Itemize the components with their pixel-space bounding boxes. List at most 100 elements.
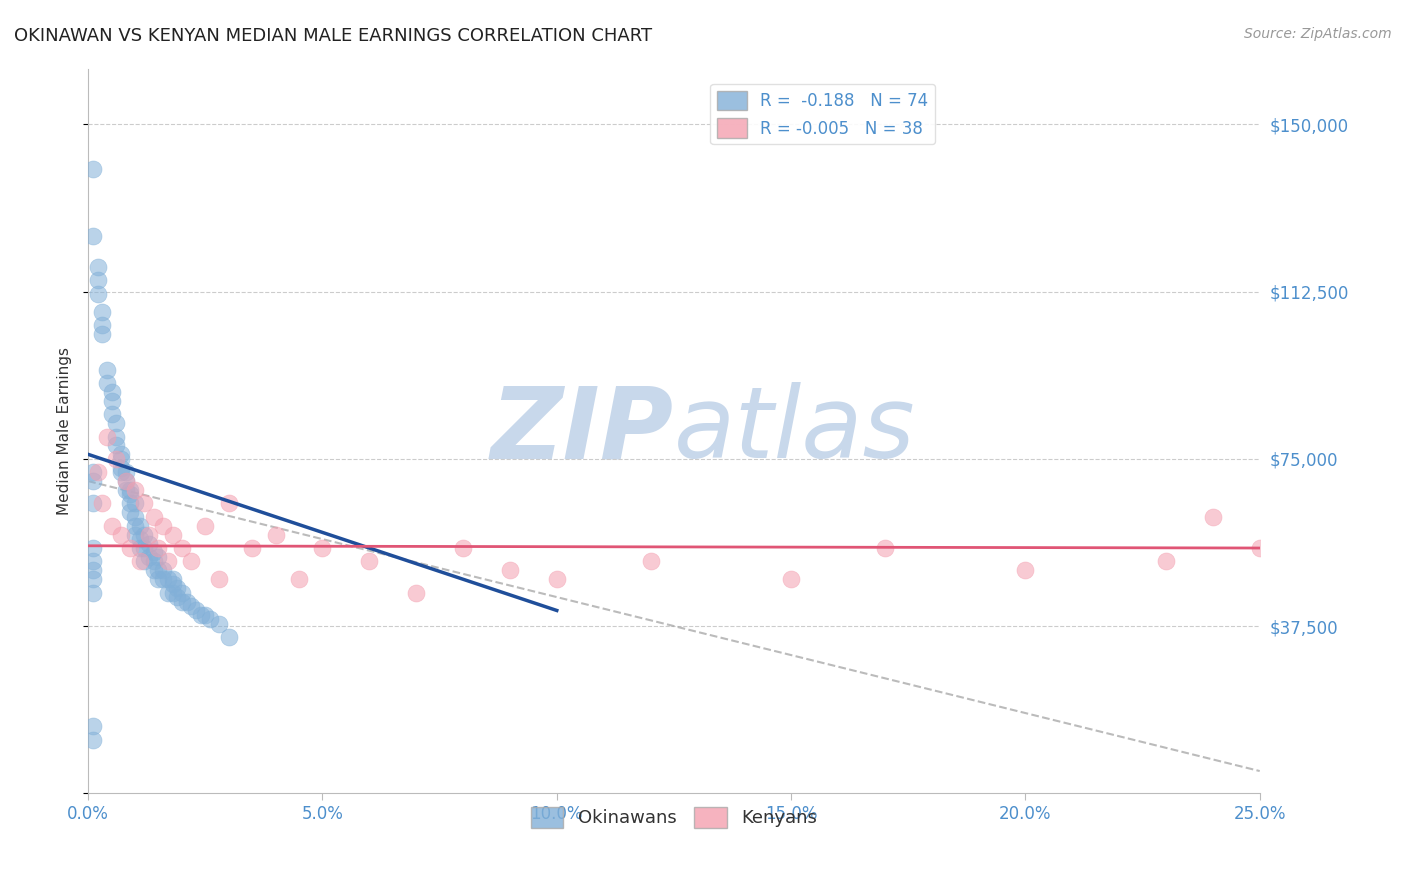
Point — [105, 429, 128, 443]
Point — [152, 518, 174, 533]
Point — [134, 496, 156, 510]
Point — [166, 590, 188, 604]
Point — [156, 572, 179, 586]
Point — [218, 630, 240, 644]
Point — [134, 541, 156, 555]
Text: OKINAWAN VS KENYAN MEDIAN MALE EARNINGS CORRELATION CHART: OKINAWAN VS KENYAN MEDIAN MALE EARNINGS … — [14, 27, 652, 45]
Legend: Okinawans, Kenyans: Okinawans, Kenyans — [523, 800, 824, 835]
Point — [134, 554, 156, 568]
Point — [82, 719, 104, 733]
Point — [82, 474, 104, 488]
Point — [82, 554, 104, 568]
Point — [176, 594, 198, 608]
Point — [86, 260, 108, 274]
Point — [128, 532, 150, 546]
Point — [86, 273, 108, 287]
Point — [170, 585, 193, 599]
Point — [180, 599, 202, 613]
Point — [82, 465, 104, 479]
Point — [180, 554, 202, 568]
Point — [138, 527, 160, 541]
Point — [114, 474, 136, 488]
Point — [162, 576, 184, 591]
Point — [114, 483, 136, 497]
Point — [124, 527, 146, 541]
Point — [170, 594, 193, 608]
Point — [91, 318, 114, 332]
Point — [156, 585, 179, 599]
Point — [288, 572, 311, 586]
Point — [124, 509, 146, 524]
Point — [148, 549, 170, 564]
Point — [120, 541, 142, 555]
Y-axis label: Median Male Earnings: Median Male Earnings — [58, 347, 72, 515]
Point — [405, 585, 427, 599]
Point — [142, 563, 165, 577]
Point — [82, 161, 104, 176]
Point — [162, 585, 184, 599]
Point — [780, 572, 803, 586]
Point — [120, 487, 142, 501]
Point — [162, 572, 184, 586]
Point — [128, 541, 150, 555]
Point — [142, 509, 165, 524]
Point — [114, 465, 136, 479]
Point — [82, 496, 104, 510]
Point — [148, 541, 170, 555]
Text: Source: ZipAtlas.com: Source: ZipAtlas.com — [1244, 27, 1392, 41]
Point — [264, 527, 287, 541]
Point — [873, 541, 896, 555]
Point — [142, 554, 165, 568]
Point — [128, 518, 150, 533]
Point — [86, 465, 108, 479]
Point — [240, 541, 263, 555]
Point — [100, 518, 122, 533]
Point — [148, 563, 170, 577]
Point — [82, 585, 104, 599]
Point — [359, 554, 381, 568]
Point — [100, 384, 122, 399]
Point — [208, 616, 231, 631]
Point — [124, 496, 146, 510]
Point — [96, 376, 118, 390]
Point — [124, 483, 146, 497]
Point — [120, 496, 142, 510]
Point — [152, 572, 174, 586]
Point — [91, 496, 114, 510]
Point — [640, 554, 662, 568]
Point — [198, 612, 221, 626]
Point — [1202, 509, 1225, 524]
Point — [82, 228, 104, 243]
Point — [166, 581, 188, 595]
Point — [1154, 554, 1177, 568]
Point — [105, 416, 128, 430]
Point — [1249, 541, 1271, 555]
Point — [82, 732, 104, 747]
Point — [82, 563, 104, 577]
Point — [96, 362, 118, 376]
Point — [162, 527, 184, 541]
Point — [194, 518, 217, 533]
Point — [110, 527, 132, 541]
Text: atlas: atlas — [673, 383, 915, 479]
Point — [190, 607, 212, 622]
Text: ZIP: ZIP — [491, 383, 673, 479]
Point — [142, 545, 165, 559]
Point — [100, 393, 122, 408]
Point — [546, 572, 568, 586]
Point — [194, 607, 217, 622]
Point — [138, 549, 160, 564]
Point — [218, 496, 240, 510]
Point — [1014, 563, 1036, 577]
Point — [311, 541, 333, 555]
Point — [128, 554, 150, 568]
Point — [91, 304, 114, 318]
Point — [82, 572, 104, 586]
Point — [148, 572, 170, 586]
Point — [110, 451, 132, 466]
Point — [134, 527, 156, 541]
Point — [105, 438, 128, 452]
Point — [91, 326, 114, 341]
Point — [170, 541, 193, 555]
Point — [105, 451, 128, 466]
